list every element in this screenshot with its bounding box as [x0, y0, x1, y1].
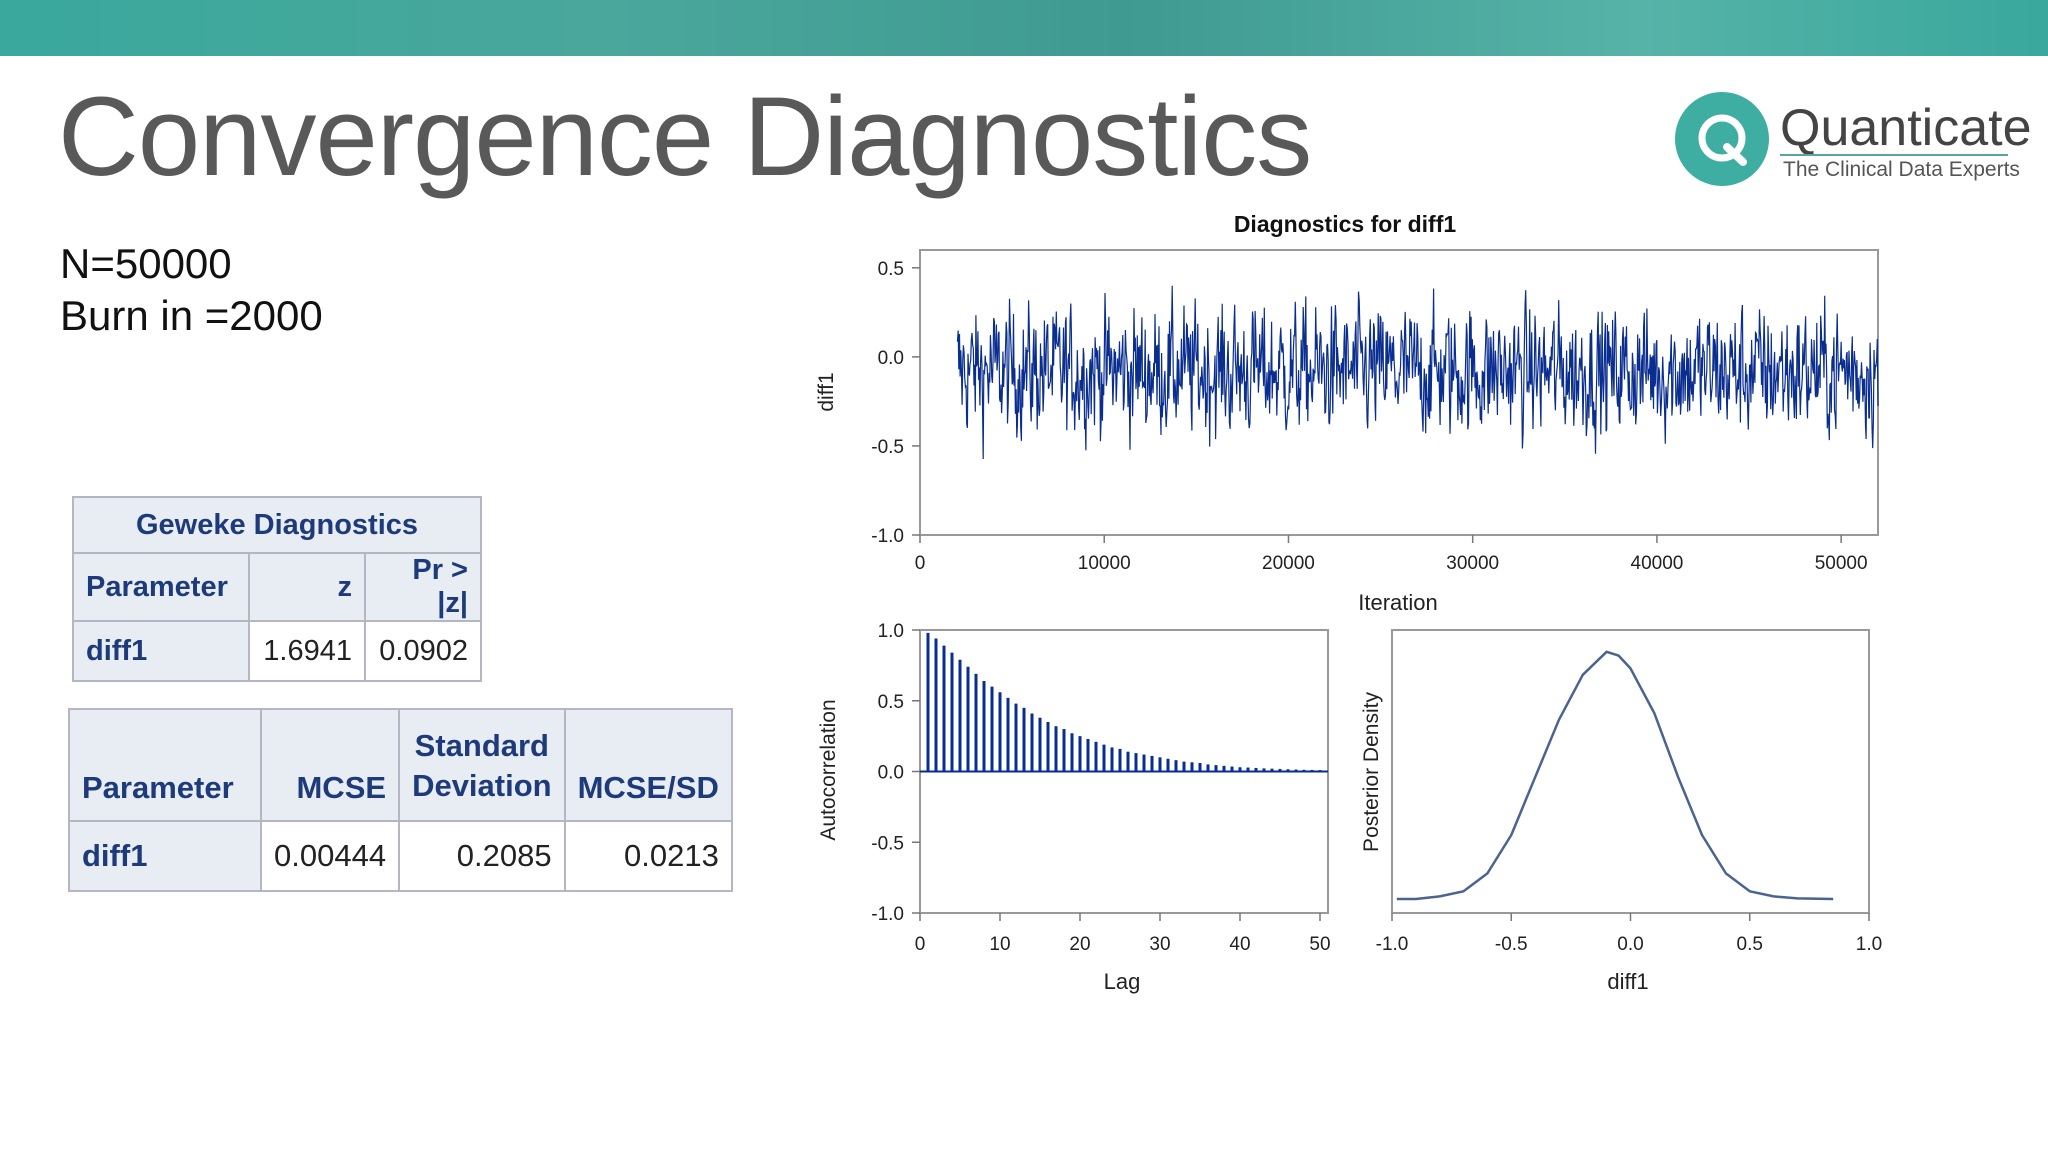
trace-x-tick-label: 30000 — [1446, 553, 1499, 574]
density-line — [1396, 650, 1834, 901]
acf-x-tick-label: 40 — [1229, 934, 1250, 955]
trace-x-tick-label: 20000 — [1262, 553, 1315, 574]
density-x-tick-label: 0.5 — [1737, 934, 1763, 955]
trace-y-tick-label: -0.5 — [871, 437, 904, 458]
density-xlabel: diff1 — [1607, 969, 1648, 994]
acf-y-tick-label: 0.0 — [878, 763, 904, 784]
density-x-tick-label: 0.0 — [1617, 934, 1643, 955]
acf-y-tick-label: -1.0 — [871, 904, 904, 925]
info-burn-in: Burn in =2000 — [60, 292, 323, 339]
density-series: -1.0 -0.5 0.0 0.5 1.0 — [1376, 650, 1882, 955]
mcse-header-parameter: Parameter — [68, 708, 262, 822]
table-row: diff1 1.6941 0.0902 — [72, 620, 482, 682]
logo-q-glyph — [1698, 114, 1747, 166]
geweke-row-param: diff1 — [72, 620, 250, 682]
geweke-header-p: Pr > |z| — [364, 552, 482, 622]
diagnostics-chart: Diagnostics for diff1 0 10000 20000 30000 40… — [815, 211, 1882, 994]
page-title: Convergence Diagnostics — [58, 74, 1312, 199]
mcse-table: Parameter MCSE Standard Deviation MCSE/SD… — [68, 708, 733, 892]
acf-ylabel: Autocorrelation — [817, 699, 840, 840]
trace-title: Diagnostics for diff1 — [1234, 211, 1457, 237]
trace-xlabel: Iteration — [1358, 590, 1438, 615]
acf-x-tick-label: 20 — [1069, 934, 1090, 955]
acf-y-tick-label: -0.5 — [871, 833, 904, 854]
acf-y-tick-label: 0.5 — [878, 692, 904, 713]
acf-xlabel: Lag — [1104, 969, 1141, 994]
diagnostics-panel: Diagnostics for diff1 0 10000 20000 30000 40… — [800, 190, 1900, 1020]
density-frame — [1391, 629, 1870, 914]
trace-y-tick-label: -1.0 — [871, 526, 904, 547]
density-x-tick-label: -0.5 — [1495, 934, 1528, 955]
acf-series: 0 10 20 30 40 50 1.0 0.5 0.0 -0.5 -1.0 — [871, 621, 1330, 955]
logo-name: Quanticate — [1780, 99, 2032, 157]
trace-x-tick-label: 10000 — [1078, 553, 1131, 574]
mcse-header-mcse: MCSE — [259, 708, 401, 822]
table-row: diff1 0.00444 0.2085 0.0213 — [68, 820, 733, 892]
density-x-tick-label: -1.0 — [1376, 934, 1409, 955]
trace-series: 0 10000 20000 30000 40000 50000 0.5 0.0 -0.5 -1.0 — [871, 259, 1879, 574]
mcse-row-ratio: 0.0213 — [563, 820, 733, 892]
geweke-header-parameter: Parameter — [72, 552, 250, 622]
trace-x-tick-label: 40000 — [1631, 553, 1684, 574]
density-x-tick-label: 1.0 — [1856, 934, 1882, 955]
geweke-header-z: z — [248, 552, 366, 622]
run-info: N=50000 Burn in =2000 — [60, 238, 323, 342]
acf-x-tick-label: 50 — [1309, 934, 1330, 955]
acf-x-tick-label: 10 — [989, 934, 1010, 955]
quanticate-logo-icon — [1675, 92, 1769, 186]
trace-ylabel: diff1 — [815, 372, 838, 411]
logo-tagline: The Clinical Data Experts — [1783, 158, 2020, 181]
mcse-row-sd: 0.2085 — [398, 820, 566, 892]
trace-x-tick-label: 0 — [915, 553, 926, 574]
geweke-table: Geweke Diagnostics Parameter z Pr > |z| … — [72, 496, 482, 682]
trace-line — [956, 285, 1879, 460]
trace-y-tick-label: 0.0 — [878, 348, 904, 369]
header-bar — [0, 0, 2048, 56]
trace-y-tick-label: 0.5 — [878, 259, 904, 280]
geweke-row-p: 0.0902 — [364, 620, 482, 682]
density-ylabel: Posterior Density — [1360, 692, 1383, 852]
info-n: N=50000 — [60, 240, 232, 287]
logo-divider — [1780, 154, 2008, 156]
trace-x-tick-label: 50000 — [1815, 553, 1868, 574]
acf-y-tick-label: 1.0 — [878, 621, 904, 642]
geweke-caption: Geweke Diagnostics — [72, 496, 482, 554]
mcse-row-param: diff1 — [68, 820, 262, 892]
mcse-row-mcse: 0.00444 — [259, 820, 401, 892]
mcse-header-sd: Standard Deviation — [398, 708, 566, 822]
mcse-header-ratio: MCSE/SD — [563, 708, 733, 822]
acf-x-tick-label: 0 — [915, 934, 926, 955]
acf-x-tick-label: 30 — [1149, 934, 1170, 955]
geweke-row-z: 1.6941 — [248, 620, 366, 682]
